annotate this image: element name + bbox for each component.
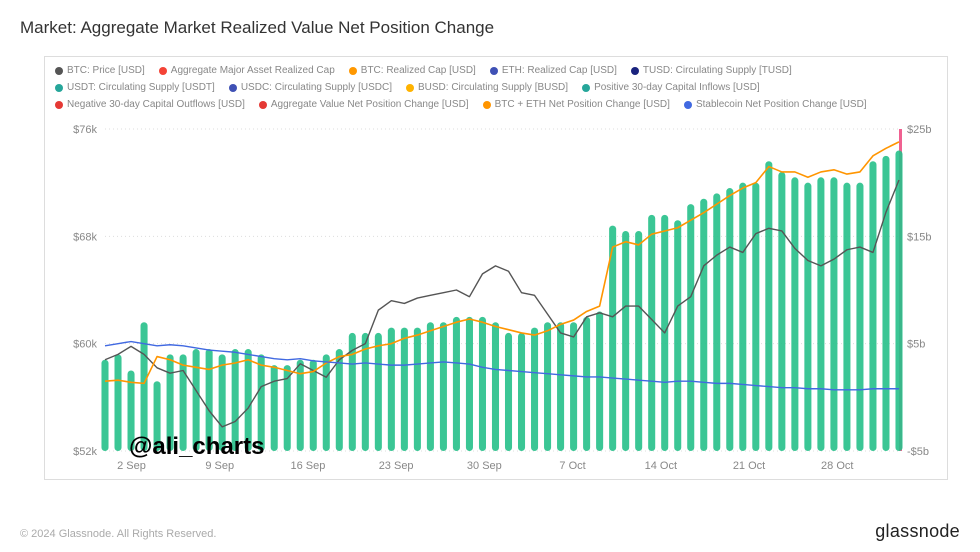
svg-text:30 Sep: 30 Sep: [467, 460, 502, 472]
svg-text:$25b: $25b: [907, 124, 931, 136]
brand-logo: glassnode: [875, 521, 960, 542]
svg-text:$5b: $5b: [907, 339, 925, 351]
page-title: Market: Aggregate Market Realized Value …: [20, 18, 494, 38]
chart-container: BTC: Price [USD]Aggregate Major Asset Re…: [44, 56, 948, 480]
svg-text:$15b: $15b: [907, 231, 931, 243]
svg-text:-$5b: -$5b: [907, 446, 929, 458]
svg-text:28 Oct: 28 Oct: [821, 460, 853, 472]
svg-text:7 Oct: 7 Oct: [559, 460, 585, 472]
svg-text:16 Sep: 16 Sep: [290, 460, 325, 472]
chart-plot: $52k $60k $68k $76k -$5b $5b $15b $25b 2 Sep 9 Se…: [45, 57, 949, 481]
svg-text:9 Sep: 9 Sep: [205, 460, 234, 472]
svg-text:14 Oct: 14 Oct: [645, 460, 677, 472]
svg-text:$68k: $68k: [73, 231, 97, 243]
watermark: @ali_charts: [129, 433, 264, 461]
svg-text:23 Sep: 23 Sep: [379, 460, 414, 472]
svg-text:$60k: $60k: [73, 339, 97, 351]
svg-text:21 Oct: 21 Oct: [733, 460, 765, 472]
svg-text:$52k: $52k: [73, 446, 97, 458]
svg-text:$76k: $76k: [73, 124, 97, 136]
svg-text:2 Sep: 2 Sep: [117, 460, 146, 472]
footer-copyright: © 2024 Glassnode. All Rights Reserved.: [20, 528, 216, 540]
